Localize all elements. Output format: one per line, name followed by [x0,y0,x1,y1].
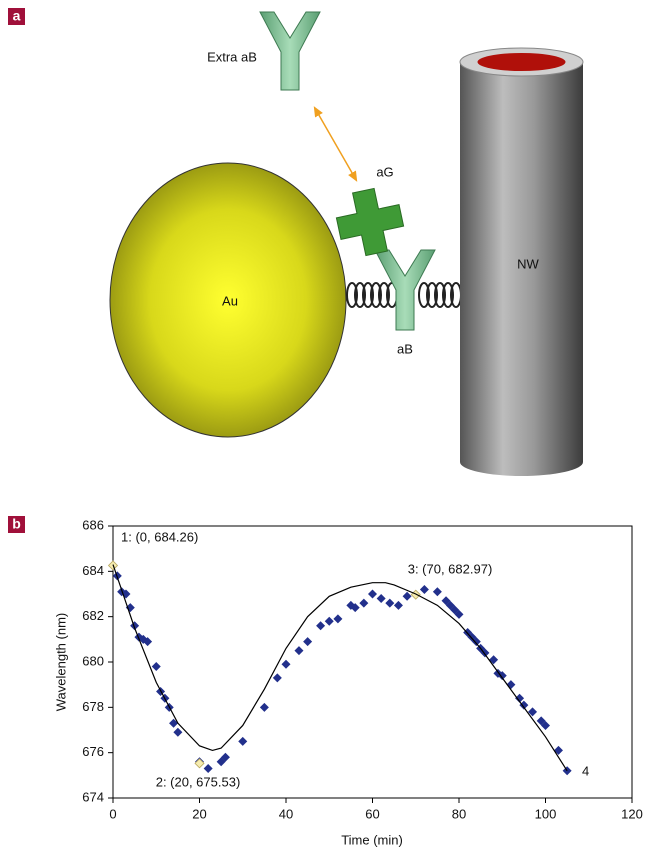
fit-line [113,565,567,771]
x-tick-label: 100 [535,806,557,821]
antigen [332,184,408,260]
data-point [385,599,394,608]
page: a Extra aB aG Au NW aB b Time (min) Wave… [0,0,649,854]
y-tick-label: 680 [82,653,104,668]
data-point [173,728,182,737]
data-point [303,637,312,646]
data-point [273,673,282,682]
data-point [411,590,420,599]
nanowire-bottom [460,448,583,476]
x-tick-label: 0 [109,806,116,821]
figure: a Extra aB aG Au NW aB b Time (min) Wave… [0,0,649,854]
binding-arrow [316,110,355,178]
data-point [403,592,412,601]
data-point [420,585,429,594]
y-tick-label: 676 [82,744,104,759]
data-point [260,703,269,712]
data-point [316,621,325,630]
data-point [282,660,291,669]
data-point [238,737,247,746]
label-extra-ab: Extra aB [207,49,257,64]
label-au: Au [222,293,238,308]
y-axis-title: Wavelength (nm) [53,613,68,712]
antibody [375,250,435,330]
y-tick-label: 674 [82,789,104,804]
y-tick-label: 684 [82,563,104,578]
nanowire-core [478,53,566,71]
data-point [433,587,442,596]
data-point [489,655,498,664]
x-tick-label: 60 [365,806,379,821]
x-tick-label: 40 [279,806,293,821]
x-axis-title: Time (min) [341,832,403,847]
panel-label: b [12,516,21,532]
y-tick-label: 686 [82,517,104,532]
data-point [195,759,204,768]
data-point [204,764,213,773]
extra-antibody [260,12,320,90]
data-point [333,614,342,623]
data-point [554,746,563,755]
data-point [294,646,303,655]
x-tick-label: 120 [621,806,643,821]
annotation: 3: (70, 682.97) [408,561,493,576]
data-point [394,601,403,610]
annotation: 4 [582,763,589,778]
y-tick-label: 682 [82,608,104,623]
x-tick-label: 20 [192,806,206,821]
y-tick-label: 678 [82,699,104,714]
annotation: 1: (0, 684.26) [121,529,198,544]
x-tick-label: 80 [452,806,466,821]
data-point [377,594,386,603]
label-ab: aB [397,341,413,356]
panel-label: a [13,8,21,24]
label-nw: NW [517,256,539,271]
panel-a: a Extra aB aG Au NW aB [8,8,583,476]
plot-frame [113,526,632,798]
label-ag: aG [376,164,393,179]
data-point [359,599,368,608]
data-point [368,590,377,599]
data-point [152,662,161,671]
annotation: 2: (20, 675.53) [156,774,241,789]
data-point [325,617,334,626]
